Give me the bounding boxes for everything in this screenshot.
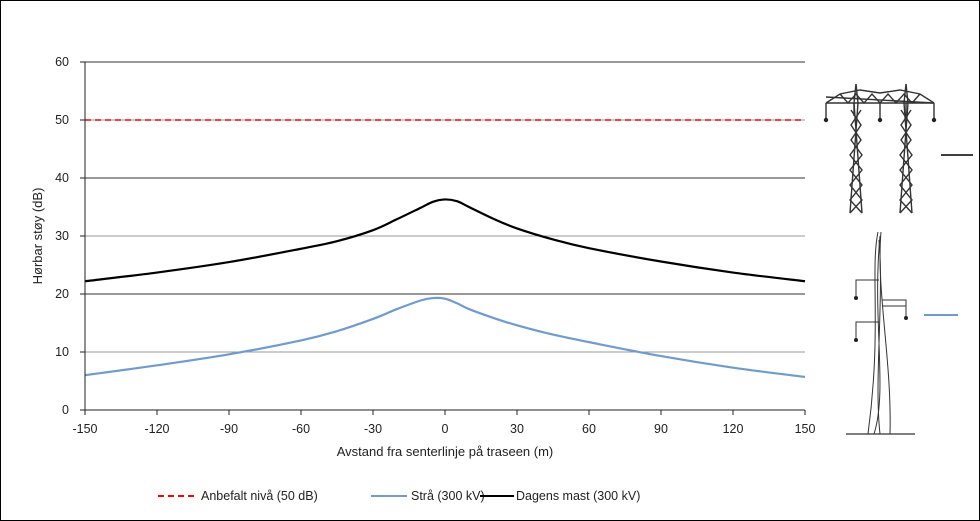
y-tick-label: 40: [55, 171, 69, 185]
x-tick-label: -90: [220, 422, 238, 436]
y-axis-label: Hørbar støy (dB): [30, 188, 45, 285]
y-tick-label: 0: [62, 403, 69, 417]
x-tick-label: -60: [292, 422, 310, 436]
x-tick-label: 120: [723, 422, 744, 436]
y-tick-label: 50: [55, 113, 69, 127]
y-tick-label: 20: [55, 287, 69, 301]
series-line-dagens-mast: [84, 198, 806, 283]
lattice-tower-illustration: [825, 83, 935, 214]
straa-pole-insulators: [854, 296, 908, 342]
x-tick-label: -120: [144, 422, 169, 436]
legend: Anbefalt nivå (50 dB) Strå (300 kV) Dage…: [158, 489, 640, 503]
series-lines: [84, 119, 806, 379]
straa-pole-illustration: [846, 231, 915, 435]
x-tick-label: 60: [582, 422, 596, 436]
x-tick-label: 90: [654, 422, 668, 436]
y-tick-label: 10: [55, 345, 69, 359]
x-tick-label: 0: [442, 422, 449, 436]
lattice-tower-insulators: [823, 117, 937, 123]
y-tick-label: 30: [55, 229, 69, 243]
x-tick-labels: -150 -120 -90 -60 -30 0 30 60 90 120 150: [72, 410, 815, 436]
legend-label-dagens: Dagens mast (300 kV): [516, 489, 640, 503]
series-line-straa: [84, 296, 806, 379]
x-tick-label: -150: [72, 422, 97, 436]
y-tick-labels: 0 10 20 30 40 50 60: [55, 55, 85, 417]
y-tick-label: 60: [55, 55, 69, 69]
x-tick-label: -30: [364, 422, 382, 436]
grid-lines: [85, 61, 805, 353]
x-tick-label: 30: [510, 422, 524, 436]
legend-label-straa: Strå (300 kV): [411, 489, 485, 503]
x-tick-label: 150: [795, 422, 816, 436]
legend-label-anbefalt: Anbefalt nivå (50 dB): [201, 489, 318, 503]
x-axis-label: Avstand fra senterlinje på traseen (m): [337, 444, 554, 459]
